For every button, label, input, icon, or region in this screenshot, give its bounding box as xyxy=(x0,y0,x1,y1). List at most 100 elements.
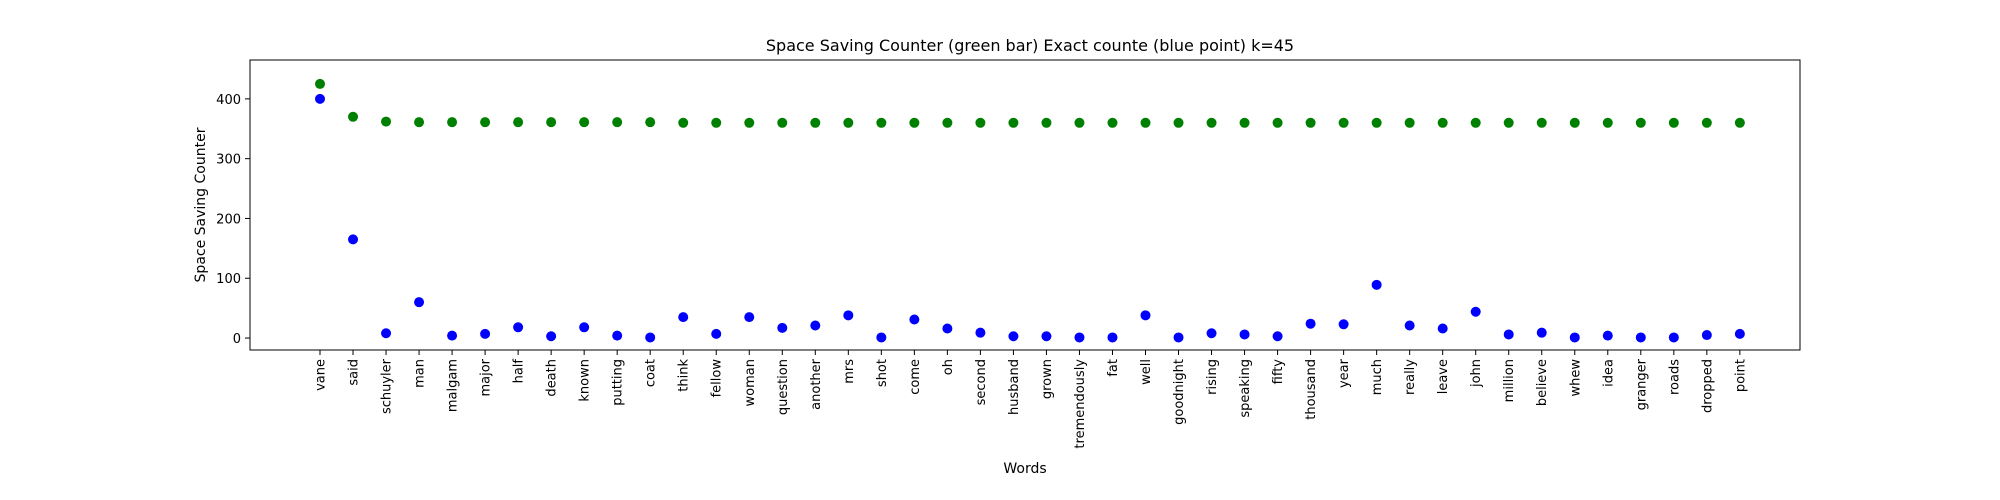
x-tick-label: whew xyxy=(1568,359,1583,397)
green-point xyxy=(1107,117,1118,128)
blue-point xyxy=(909,314,920,325)
x-tick-label: grown xyxy=(1040,359,1055,399)
blue-point xyxy=(546,331,557,342)
green-point xyxy=(1668,117,1679,128)
green-point xyxy=(612,117,623,128)
blue-point xyxy=(1635,332,1646,343)
blue-point xyxy=(1569,332,1580,343)
x-tick-label: fat xyxy=(1106,359,1121,377)
x-tick-label: year xyxy=(1337,358,1352,388)
x-tick-label: come xyxy=(908,359,923,395)
blue-point xyxy=(480,328,491,339)
green-point xyxy=(1602,117,1613,128)
blue-point xyxy=(744,312,755,323)
blue-point xyxy=(1305,318,1316,329)
green-point xyxy=(975,117,986,128)
x-tick-label: dropped xyxy=(1700,359,1715,413)
blue-point xyxy=(1437,323,1448,334)
x-tick-label: husband xyxy=(1007,359,1022,415)
blue-point xyxy=(612,330,623,341)
blue-point xyxy=(513,322,524,333)
green-point xyxy=(414,117,425,128)
plot-area: 0 100 200 300 400 vane said schuyler man malgam ma… xyxy=(216,78,1748,449)
blue-point xyxy=(645,332,656,343)
x-axis-label: Words xyxy=(1003,461,1046,477)
blue-point xyxy=(711,328,722,339)
blue-point xyxy=(447,330,458,341)
x-tick-label: another xyxy=(809,358,824,409)
blue-point xyxy=(1272,331,1283,342)
blue-point xyxy=(1371,279,1382,290)
x-tick-label: half xyxy=(512,359,527,384)
blue-point xyxy=(810,320,821,331)
x-tick-label: point xyxy=(1733,359,1748,392)
x-tick-label: said xyxy=(347,359,362,386)
x-tick-label: mrs xyxy=(842,359,857,384)
y-tick-label: 100 xyxy=(216,272,241,287)
blue-point xyxy=(843,310,854,321)
blue-point xyxy=(678,312,689,323)
blue-point xyxy=(942,323,953,334)
x-tick-label: speaking xyxy=(1238,359,1253,418)
x-tick-label: much xyxy=(1370,359,1385,395)
x-tick-label: malgam xyxy=(446,359,461,412)
green-point xyxy=(315,78,325,89)
blue-point xyxy=(381,328,392,339)
green-point xyxy=(1008,117,1019,128)
green-point xyxy=(1305,117,1316,128)
green-point xyxy=(480,117,491,128)
green-point xyxy=(513,117,524,128)
x-tick-label: well xyxy=(1139,359,1154,385)
blue-point xyxy=(1338,319,1349,330)
green-point xyxy=(1437,117,1448,128)
x-tick-label: putting xyxy=(611,359,626,406)
plot-frame xyxy=(249,59,1801,351)
green-point xyxy=(1701,117,1712,128)
x-tick-label: fifty xyxy=(1271,359,1286,385)
x-tick-label: roads xyxy=(1667,359,1682,395)
x-tick-label: granger xyxy=(1634,358,1649,410)
x-tick-label: death xyxy=(545,359,560,397)
green-point xyxy=(1536,117,1547,128)
blue-point xyxy=(876,332,887,343)
blue-point xyxy=(1008,331,1019,342)
x-tick-label: leave xyxy=(1436,359,1451,394)
blue-point xyxy=(1734,328,1745,339)
blue-point xyxy=(315,93,325,104)
x-tick-label: schuyler xyxy=(380,358,395,414)
x-tick-label: fellow xyxy=(710,359,725,398)
x-tick-label: idea xyxy=(1601,359,1616,387)
green-point xyxy=(1074,117,1085,128)
blue-point xyxy=(1404,320,1415,331)
green-point xyxy=(711,117,722,128)
x-tick-label: woman xyxy=(743,359,758,406)
x-tick-label: shot xyxy=(875,359,890,387)
green-point xyxy=(843,117,854,128)
green-point xyxy=(1272,117,1283,128)
green-point xyxy=(1338,117,1349,128)
blue-point xyxy=(348,234,359,245)
green-point xyxy=(942,117,953,128)
x-tick-label: oh xyxy=(941,359,956,375)
green-point xyxy=(777,117,788,128)
green-point xyxy=(1371,117,1382,128)
x-tick-label: really xyxy=(1403,359,1418,395)
blue-point xyxy=(1503,329,1514,340)
green-point xyxy=(1239,117,1250,128)
x-tick-label: john xyxy=(1469,359,1484,388)
green-point xyxy=(876,117,887,128)
green-point xyxy=(1206,117,1217,128)
x-tick-label: man xyxy=(413,359,428,388)
green-point xyxy=(1503,117,1514,128)
blue-point xyxy=(1239,329,1250,340)
green-point xyxy=(1470,117,1481,128)
chart-title: Space Saving Counter (green bar) Exact c… xyxy=(766,36,1294,55)
green-point xyxy=(381,116,392,127)
green-point xyxy=(1569,117,1580,128)
green-point xyxy=(744,117,755,128)
green-point xyxy=(1404,117,1415,128)
green-point xyxy=(447,117,458,128)
green-point xyxy=(1173,117,1184,128)
green-point xyxy=(678,117,689,128)
